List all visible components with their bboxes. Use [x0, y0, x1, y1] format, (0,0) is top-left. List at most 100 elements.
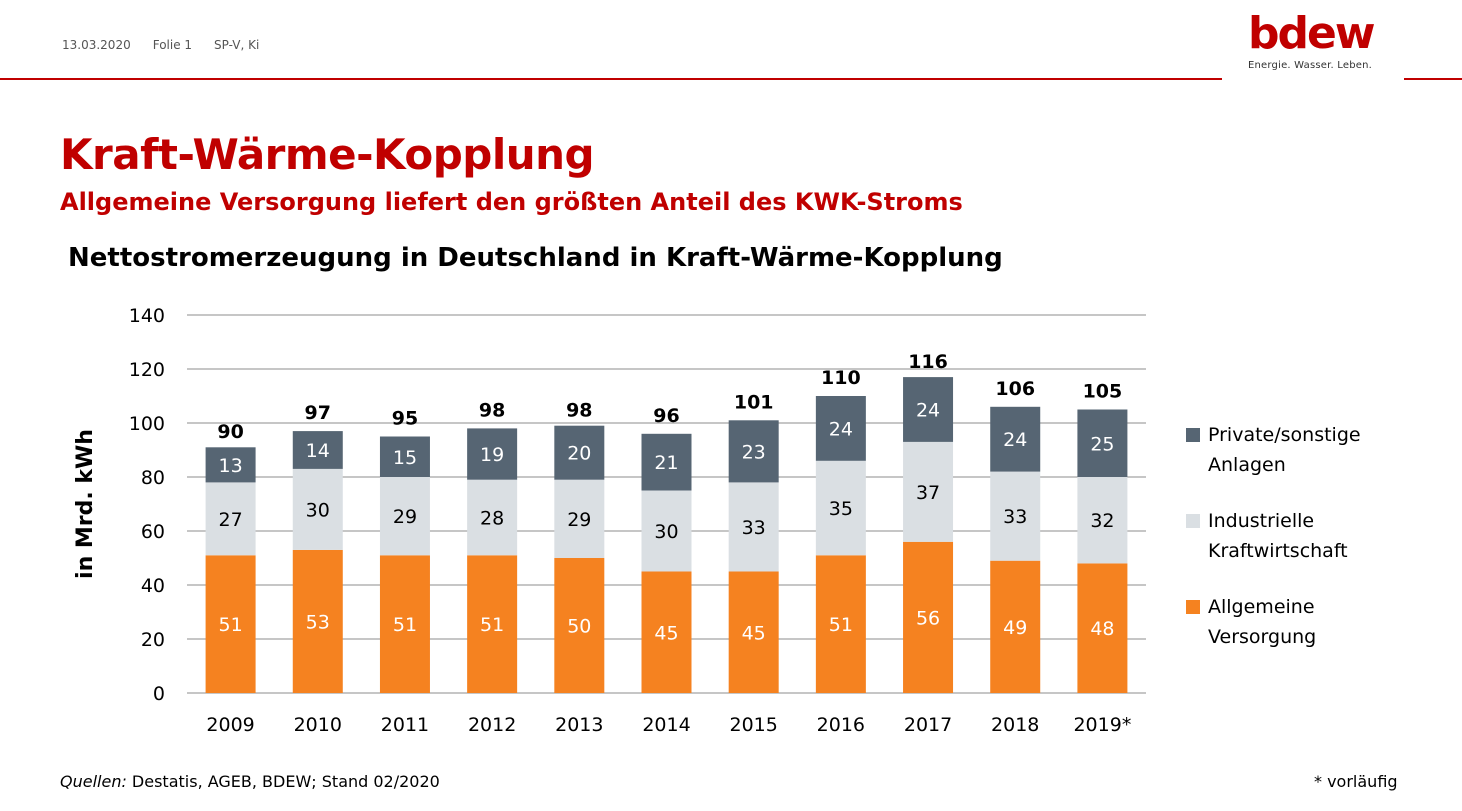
bar-segment — [641, 490, 692, 572]
bdew-logo: bdew Energie. Wasser. Leben. — [1248, 8, 1383, 72]
bar-value-label: 32 — [1090, 510, 1114, 532]
bar-value-label: 14 — [306, 440, 330, 462]
y-tick-label: 120 — [129, 359, 165, 381]
bar-value-label: 13 — [218, 455, 242, 477]
bar-segment — [990, 471, 1041, 561]
legend-label: Industrielle Kraftwirtschaft — [1208, 510, 1348, 562]
bar-value-label: 48 — [1090, 618, 1114, 640]
bar-segment — [903, 441, 954, 542]
bar-value-label: 49 — [1003, 617, 1027, 639]
x-tick-label: 2018 — [991, 714, 1039, 736]
x-tick-label: 2011 — [381, 714, 429, 736]
bar-segment — [990, 406, 1041, 472]
bar-value-label: 24 — [829, 418, 853, 440]
bar-segment — [990, 560, 1041, 693]
bar-segment — [554, 479, 605, 558]
x-tick-label: 2012 — [468, 714, 516, 736]
slide-dept: SP-V, Ki — [214, 38, 260, 52]
x-tick-label: 2015 — [730, 714, 778, 736]
bar-total-label: 98 — [479, 399, 505, 421]
bar-total-label: 97 — [305, 402, 331, 424]
page-title: Kraft-Wärme-Kopplung — [60, 130, 595, 179]
bar-segment — [379, 477, 430, 556]
bar-total-label: 98 — [566, 399, 592, 421]
bar-segment — [292, 431, 343, 469]
legend-label: Allgemeine Versorgung — [1208, 596, 1317, 648]
bar-value-label: 45 — [742, 622, 766, 644]
y-tick-label: 20 — [141, 629, 165, 651]
bar-total-label: 90 — [217, 421, 243, 443]
x-tick-label: 2014 — [642, 714, 690, 736]
bar-segment — [379, 555, 430, 693]
bar-value-label: 51 — [218, 614, 242, 636]
bar-segment — [903, 541, 954, 693]
bar-value-label: 35 — [829, 498, 853, 520]
source-prefix: Quellen: — [60, 772, 127, 791]
slide-meta: 13.03.2020 Folie 1 SP-V, Ki — [62, 38, 259, 52]
bar-value-label: 53 — [306, 611, 330, 633]
bar-segment — [728, 482, 779, 572]
bar-segment — [728, 420, 779, 483]
bar-segment — [641, 571, 692, 693]
bar-value-label: 33 — [1003, 506, 1027, 528]
bar-segment — [467, 479, 518, 556]
bar-segment — [815, 555, 866, 693]
page-subtitle: Allgemeine Versorgung liefert den größte… — [60, 188, 963, 216]
x-tick-label: 2019* — [1073, 714, 1131, 736]
bar-value-label: 45 — [654, 622, 678, 644]
logo-word: bdew — [1248, 8, 1375, 59]
y-tick-label: 0 — [153, 683, 165, 705]
bar-value-label: 33 — [742, 517, 766, 539]
y-tick-label: 80 — [141, 467, 165, 489]
x-tick-label: 2010 — [294, 714, 342, 736]
y-tick-label: 140 — [129, 305, 165, 327]
x-tick-label: 2017 — [904, 714, 952, 736]
bar-value-label: 30 — [306, 499, 330, 521]
bar-segment — [903, 377, 954, 442]
x-tick-label: 2009 — [206, 714, 254, 736]
bar-value-label: 28 — [480, 508, 504, 530]
bar-segment — [292, 468, 343, 550]
header-divider-right — [1404, 78, 1462, 80]
bar-total-label: 105 — [1083, 381, 1123, 403]
bar-total-label: 110 — [821, 367, 861, 389]
y-tick-label: 60 — [141, 521, 165, 543]
bar-value-label: 24 — [916, 400, 940, 422]
legend-swatch — [1186, 514, 1200, 528]
bar-segment — [815, 396, 866, 461]
bar-value-label: 56 — [916, 607, 940, 629]
logo-tagline: Energie. Wasser. Leben. — [1248, 60, 1373, 71]
bar-total-label: 101 — [734, 391, 774, 413]
bar-value-label: 29 — [393, 506, 417, 528]
bar-segment — [815, 460, 866, 556]
bar-value-label: 15 — [393, 447, 417, 469]
bar-segment — [205, 447, 256, 483]
bar-value-label: 23 — [742, 441, 766, 463]
bar-value-label: 24 — [1003, 429, 1027, 451]
bar-value-label: 25 — [1090, 433, 1114, 455]
header-divider-left — [0, 78, 1222, 80]
bar-segment — [554, 425, 605, 480]
chart-title: Nettostromerzeugung in Deutschland in Kr… — [68, 243, 1003, 273]
footnote: * vorläufig — [1314, 772, 1398, 791]
bar-value-label: 51 — [393, 614, 417, 636]
legend-label: Private/sonstige Anlagen — [1208, 424, 1361, 476]
bar-segment — [292, 549, 343, 693]
bar-segment — [1077, 477, 1128, 564]
bar-value-label: 29 — [567, 509, 591, 531]
bar-segment — [467, 555, 518, 693]
stacked-bar-chart: 0 20 40 60 80 100 120 140 in Mrd. kWh 51 27 13 90 200… — [73, 305, 1146, 736]
bar-total-label: 96 — [653, 405, 679, 427]
bar-total-label: 95 — [392, 408, 418, 430]
source-text: Destatis, AGEB, BDEW; Stand 02/2020 — [126, 772, 440, 791]
y-tick-label: 40 — [141, 575, 165, 597]
legend-swatch — [1186, 600, 1200, 614]
y-tick-label: 100 — [129, 413, 165, 435]
bar-total-label: 106 — [995, 378, 1035, 400]
bar-value-label: 30 — [654, 521, 678, 543]
bar-value-label: 37 — [916, 482, 940, 504]
bar-segment — [1077, 409, 1128, 477]
source-note: Quellen: Destatis, AGEB, BDEW; Stand 02/… — [60, 772, 440, 791]
bar-segment — [554, 558, 605, 693]
bar-value-label: 21 — [654, 452, 678, 474]
